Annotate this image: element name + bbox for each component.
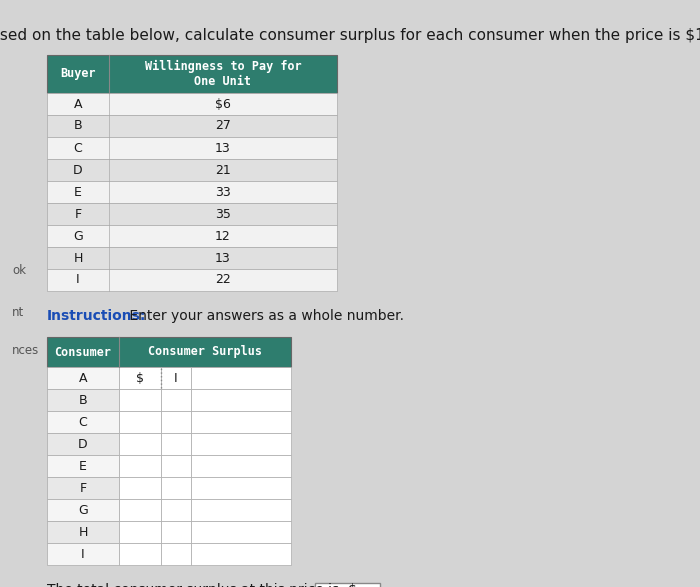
FancyBboxPatch shape (47, 93, 337, 115)
Text: A: A (74, 97, 83, 110)
FancyBboxPatch shape (47, 159, 337, 181)
FancyBboxPatch shape (47, 433, 119, 455)
FancyBboxPatch shape (47, 389, 119, 411)
FancyBboxPatch shape (47, 115, 337, 137)
FancyBboxPatch shape (119, 521, 161, 543)
Text: I: I (81, 548, 85, 561)
FancyBboxPatch shape (47, 247, 337, 269)
Text: 13: 13 (215, 141, 231, 154)
Text: C: C (74, 141, 83, 154)
FancyBboxPatch shape (191, 367, 291, 389)
Text: G: G (73, 230, 83, 242)
Text: 22: 22 (215, 274, 231, 286)
FancyBboxPatch shape (119, 433, 161, 455)
FancyBboxPatch shape (47, 521, 119, 543)
FancyBboxPatch shape (119, 367, 161, 389)
FancyBboxPatch shape (161, 455, 191, 477)
FancyBboxPatch shape (191, 521, 291, 543)
Text: I: I (174, 372, 178, 384)
Text: 27: 27 (215, 120, 231, 133)
FancyBboxPatch shape (191, 433, 291, 455)
Text: Consumer: Consumer (55, 346, 111, 359)
Text: G: G (78, 504, 88, 517)
Text: E: E (74, 185, 82, 198)
FancyBboxPatch shape (119, 411, 161, 433)
Text: A: A (78, 372, 88, 384)
FancyBboxPatch shape (191, 477, 291, 499)
FancyBboxPatch shape (315, 583, 380, 587)
FancyBboxPatch shape (191, 411, 291, 433)
Text: C: C (78, 416, 88, 429)
FancyBboxPatch shape (47, 411, 119, 433)
Text: $6: $6 (215, 97, 231, 110)
FancyBboxPatch shape (47, 269, 337, 291)
FancyBboxPatch shape (161, 411, 191, 433)
FancyBboxPatch shape (119, 389, 161, 411)
Text: The total consumer surplus at this price is: $: The total consumer surplus at this price… (47, 583, 357, 587)
FancyBboxPatch shape (119, 477, 161, 499)
FancyBboxPatch shape (191, 543, 291, 565)
Text: 12: 12 (215, 230, 231, 242)
FancyBboxPatch shape (191, 499, 291, 521)
FancyBboxPatch shape (47, 367, 119, 389)
Text: 35: 35 (215, 207, 231, 221)
FancyBboxPatch shape (47, 181, 337, 203)
Text: Based on the table below, calculate consumer surplus for each consumer when the : Based on the table below, calculate cons… (0, 28, 700, 43)
FancyBboxPatch shape (47, 455, 119, 477)
Text: .: . (383, 585, 388, 587)
FancyBboxPatch shape (191, 455, 291, 477)
Text: H: H (78, 525, 88, 538)
Text: Instructions:: Instructions: (47, 309, 146, 323)
FancyBboxPatch shape (47, 225, 337, 247)
Text: F: F (79, 481, 87, 494)
FancyBboxPatch shape (47, 543, 119, 565)
Text: 13: 13 (215, 251, 231, 265)
FancyBboxPatch shape (161, 521, 191, 543)
Text: D: D (78, 437, 88, 450)
Text: nt: nt (12, 305, 24, 319)
Text: F: F (74, 207, 82, 221)
FancyBboxPatch shape (47, 137, 337, 159)
Text: ok: ok (12, 264, 26, 276)
FancyBboxPatch shape (161, 367, 191, 389)
Text: Consumer Surplus: Consumer Surplus (148, 346, 262, 359)
FancyBboxPatch shape (191, 389, 291, 411)
FancyBboxPatch shape (47, 337, 291, 367)
FancyBboxPatch shape (47, 55, 337, 93)
Text: B: B (78, 393, 88, 407)
FancyBboxPatch shape (161, 543, 191, 565)
Text: I: I (76, 274, 80, 286)
Text: 33: 33 (215, 185, 231, 198)
FancyBboxPatch shape (119, 499, 161, 521)
Text: Buyer: Buyer (60, 68, 96, 80)
Text: 21: 21 (215, 164, 231, 177)
FancyBboxPatch shape (119, 543, 161, 565)
Text: Willingness to Pay for
One Unit: Willingness to Pay for One Unit (145, 60, 302, 88)
FancyBboxPatch shape (47, 477, 119, 499)
FancyBboxPatch shape (161, 477, 191, 499)
Text: Enter your answers as a whole number.: Enter your answers as a whole number. (125, 309, 404, 323)
FancyBboxPatch shape (161, 433, 191, 455)
FancyBboxPatch shape (47, 203, 337, 225)
FancyBboxPatch shape (161, 499, 191, 521)
Text: $: $ (136, 372, 144, 384)
Text: nces: nces (12, 343, 39, 356)
Text: B: B (74, 120, 83, 133)
FancyBboxPatch shape (161, 389, 191, 411)
Text: H: H (74, 251, 83, 265)
FancyBboxPatch shape (47, 499, 119, 521)
FancyBboxPatch shape (119, 455, 161, 477)
Text: D: D (74, 164, 83, 177)
Text: E: E (79, 460, 87, 473)
